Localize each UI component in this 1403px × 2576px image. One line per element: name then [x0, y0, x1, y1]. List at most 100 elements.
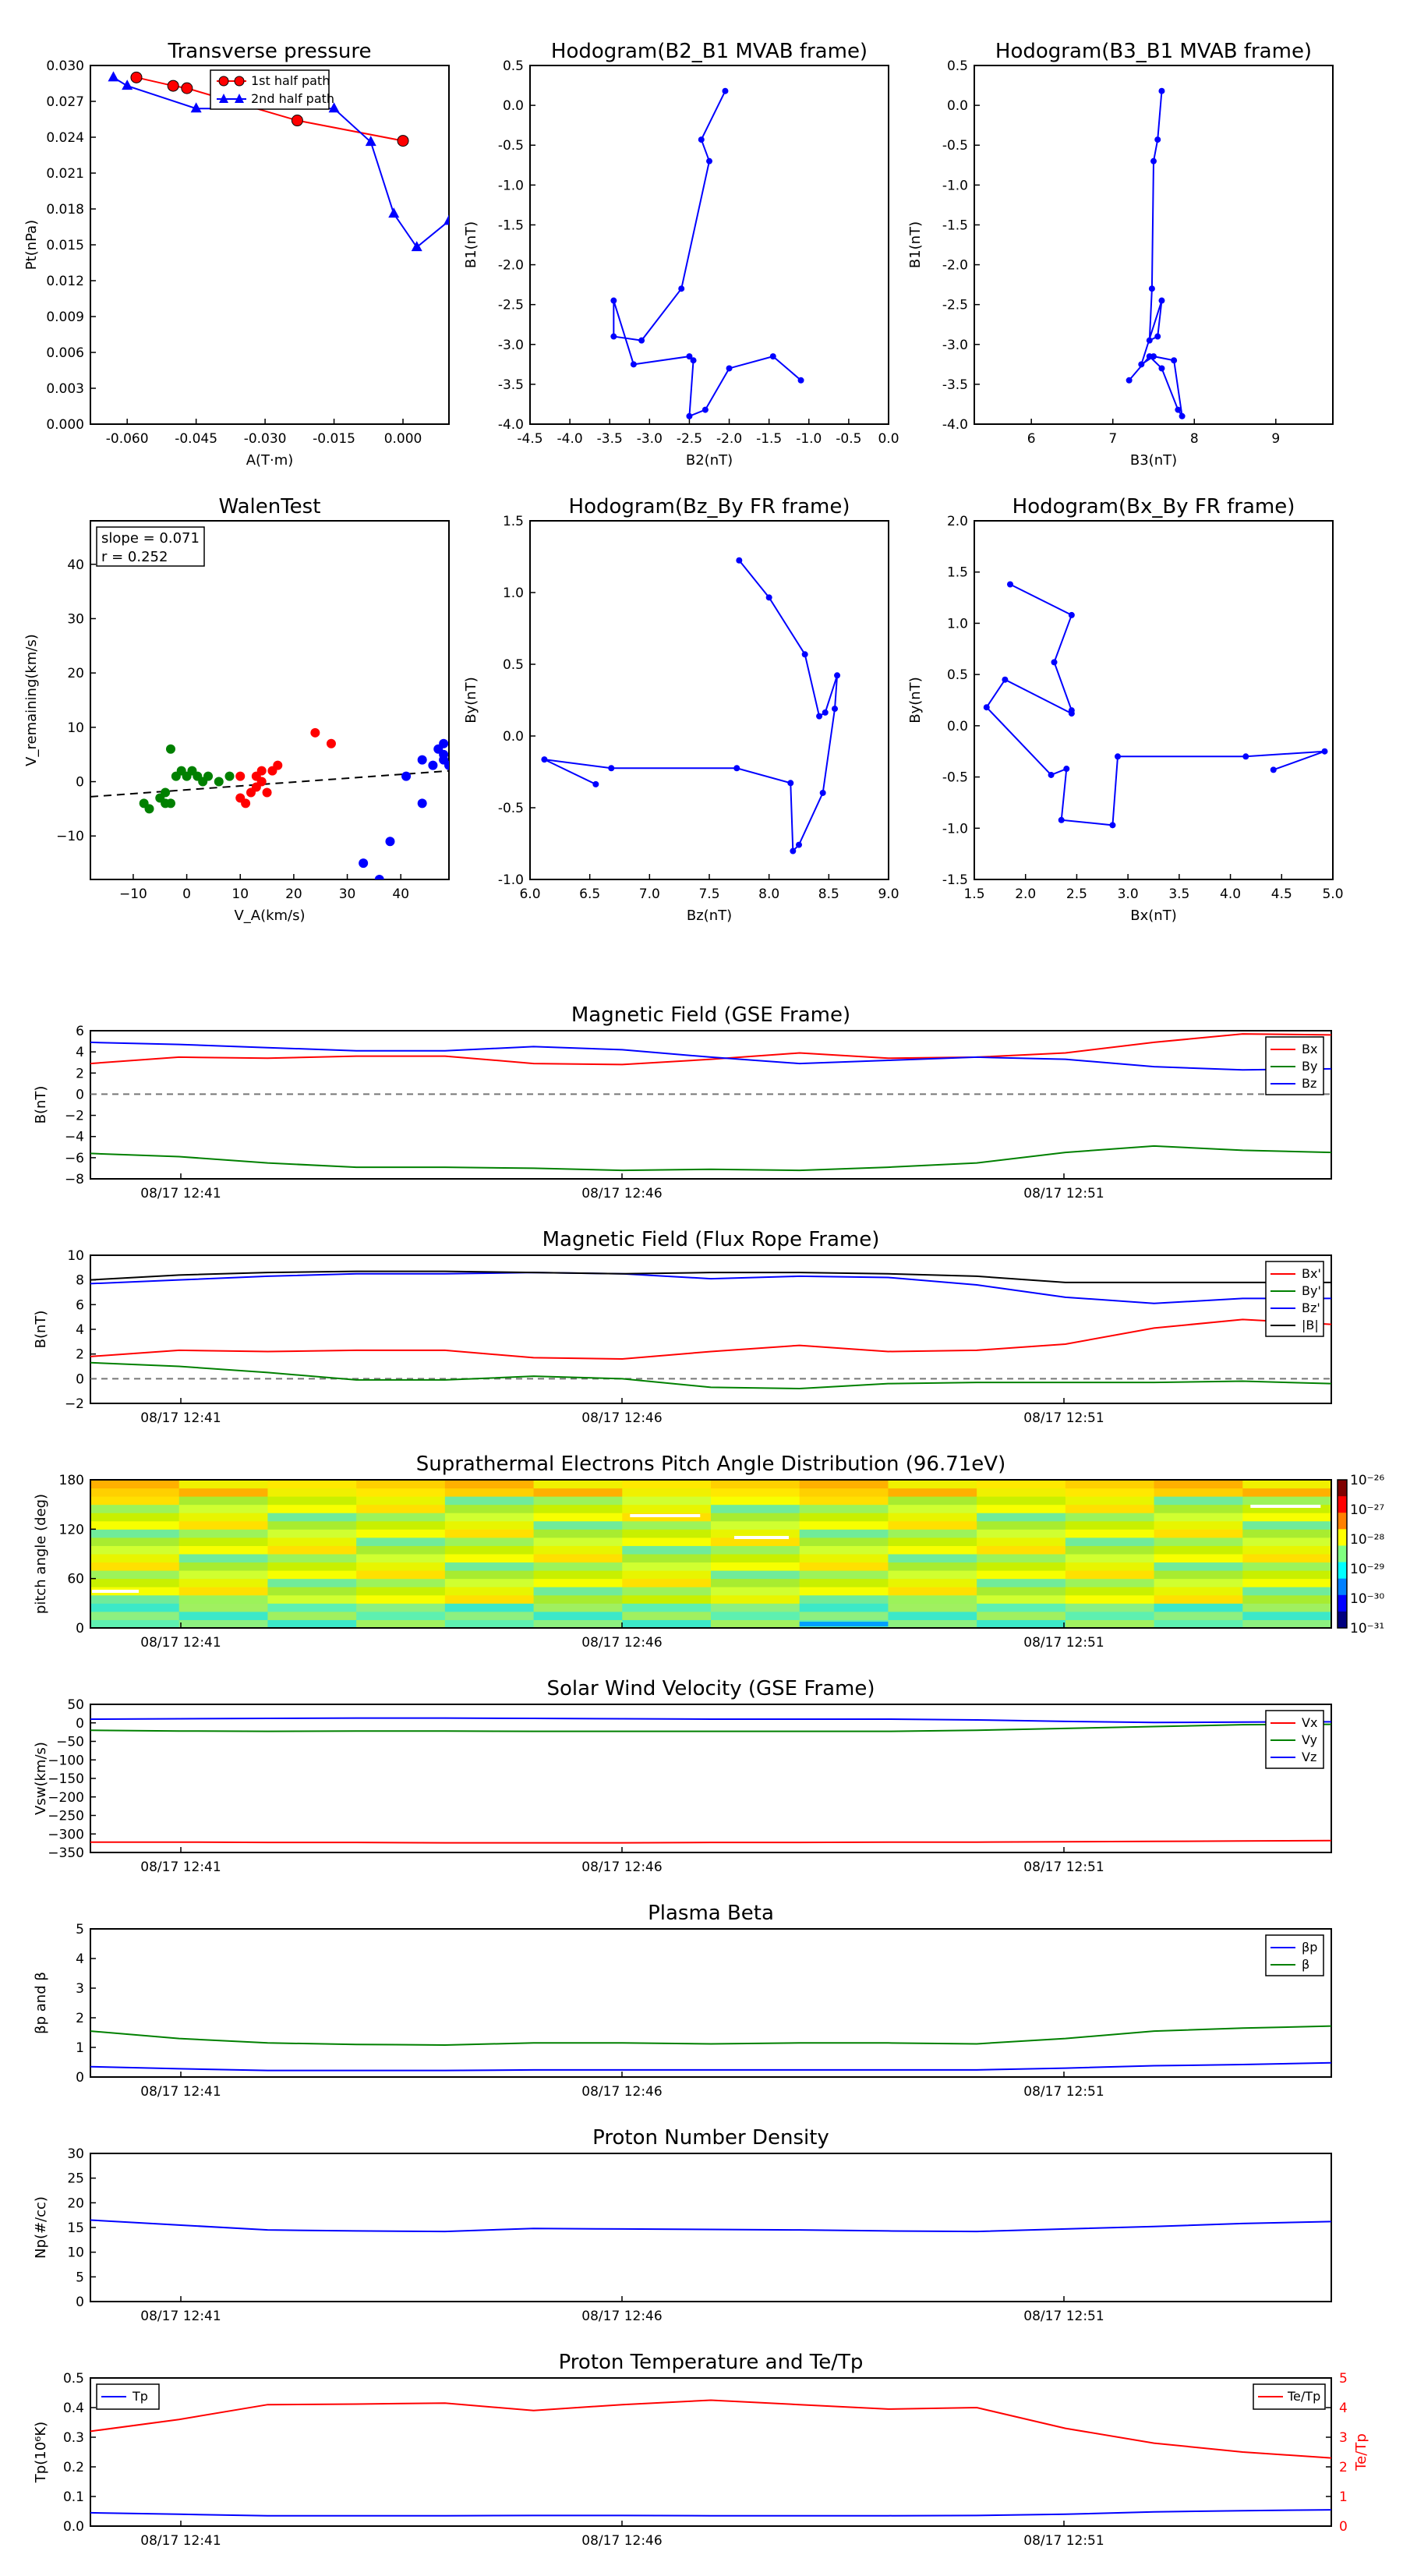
pad-cell — [711, 1537, 800, 1546]
walen-xlabel: V_A(km/s) — [234, 908, 305, 924]
pad-cell — [90, 1554, 180, 1563]
walen-fit-line — [90, 770, 449, 798]
pad-cell — [444, 1496, 535, 1506]
pad-cell — [444, 1537, 535, 1546]
h4-ylabel: By(nT) — [907, 677, 924, 723]
pad-cell — [178, 1488, 268, 1497]
pad-cell — [622, 1570, 712, 1580]
pad-cell — [711, 1578, 800, 1587]
pad-cell — [444, 1619, 535, 1629]
walen-point-red — [273, 760, 283, 770]
pad-cell — [622, 1488, 712, 1497]
tp-y2-tick-label: 4 — [1339, 2401, 1348, 2416]
pad-cell — [1065, 1587, 1155, 1596]
h4-y-tick-label: 1.5 — [947, 565, 968, 581]
pad-cell — [178, 1513, 268, 1522]
tp-title: Proton Temperature and Te/Tp — [559, 2351, 864, 2374]
bgse-axes — [90, 1030, 1332, 1180]
pad-cell — [977, 1496, 1066, 1506]
pad-axes — [90, 1479, 1332, 1629]
pad-cell — [977, 1488, 1066, 1497]
pad-cell — [444, 1480, 535, 1489]
pad-x-tick-label: 08/17 12:46 — [581, 1635, 662, 1651]
walen-x-tick-label: 40 — [392, 886, 409, 902]
walen-y-tick-label: 20 — [67, 666, 84, 681]
pad-cell — [444, 1488, 535, 1497]
pad-cell — [90, 1619, 180, 1629]
pad-cell — [267, 1504, 357, 1513]
h1-point — [698, 136, 705, 143]
pad-cell — [178, 1496, 268, 1506]
h1-point — [678, 285, 685, 292]
pad-cell — [799, 1611, 889, 1620]
pad-cell — [622, 1603, 712, 1612]
tp-y-tick-label: 0.2 — [63, 2460, 84, 2475]
pad-cell — [267, 1513, 357, 1522]
pad-cell — [1154, 1513, 1243, 1522]
h4-point — [1321, 748, 1328, 755]
bgse-title: Magnetic Field (GSE Frame) — [571, 1003, 850, 1027]
vsw-y-tick-label: 50 — [67, 1697, 84, 1713]
h2-y-tick-label: -4.0 — [942, 417, 968, 433]
h4-point — [1109, 822, 1116, 829]
pad-cell — [711, 1504, 800, 1513]
h4-point — [1068, 710, 1075, 717]
pad-cell — [1154, 1545, 1243, 1555]
vsw-panel: Solar Wind Velocity (GSE Frame) −350 −300 −… — [33, 1677, 1332, 1875]
pad-cell — [1154, 1480, 1243, 1489]
h1-y-tick-label: -4.0 — [498, 417, 524, 433]
first-half-point — [181, 82, 193, 94]
vsw-y-tick-label: 0 — [76, 1716, 84, 1732]
h2-axes — [974, 65, 1334, 425]
pad-cell — [356, 1529, 446, 1538]
beta-panel: Plasma Beta 0 1 2 3 4 5 08/17 12:41 08/17 12:46 0… — [33, 1902, 1332, 2100]
pad-cell — [622, 1587, 712, 1596]
plot-area — [108, 71, 449, 252]
h2-panel: Hodogram(B3_B1 MVAB frame) -4.0 -3.5 -3.0 -2… — [907, 40, 1334, 469]
np-x-tick-label: 08/17 12:51 — [1023, 2309, 1104, 2324]
walen-point-green — [203, 771, 214, 781]
h3-xlabel: Bz(nT) — [687, 908, 732, 924]
bfr-line — [90, 1361, 1332, 1390]
pad-cell — [888, 1554, 977, 1563]
pad-cell — [622, 1562, 712, 1571]
pad-cell — [267, 1603, 357, 1612]
legend-marker-red — [234, 76, 245, 87]
walen-x-tick-label: 0 — [182, 886, 191, 902]
pad-cell — [267, 1570, 357, 1580]
pad-cell — [711, 1587, 800, 1596]
pad-cell — [888, 1529, 977, 1538]
pad-cell — [888, 1603, 977, 1612]
walen-y-tick-label: 0 — [76, 775, 84, 791]
h3-path — [543, 560, 839, 853]
pad-colorbar: 10⁻²⁶ 10⁻²⁷ 10⁻²⁸ 10⁻²⁹ 10⁻³⁰ 10⁻³¹ — [1337, 1473, 1384, 1637]
walen-x-tick-label: 30 — [339, 886, 356, 902]
pad-cell — [799, 1578, 889, 1587]
np-x-tick-label: 08/17 12:46 — [581, 2309, 662, 2324]
pad-cell — [1065, 1520, 1155, 1530]
pt-axes — [90, 65, 450, 425]
h3-y-tick-label: 0.0 — [503, 729, 524, 745]
legend-label: βp — [1302, 1940, 1317, 1955]
pad-cell — [711, 1480, 800, 1489]
beta-x-tick-label: 08/17 12:46 — [581, 2084, 662, 2100]
pad-cell — [1154, 1562, 1243, 1571]
walen-point-blue — [439, 749, 449, 759]
h1-y-tick-label: -2.0 — [498, 258, 524, 274]
h2-point — [1175, 406, 1182, 413]
pad-y-tick-label: 120 — [59, 1522, 84, 1537]
colorbar-segment — [1338, 1529, 1347, 1546]
h3-title: Hodogram(Bz_By FR frame) — [569, 495, 850, 518]
bgse-y-tick-label: 0 — [76, 1087, 84, 1102]
pad-cell — [178, 1619, 268, 1629]
pad-cell — [1065, 1562, 1155, 1571]
pad-y-tick-label: 60 — [67, 1572, 84, 1587]
tp-y2-tick-label: 5 — [1339, 2371, 1348, 2387]
pad-cell — [444, 1594, 535, 1604]
h1-point — [722, 87, 729, 94]
pad-cell — [711, 1513, 800, 1522]
walen-point-blue — [417, 755, 427, 765]
pad-cell — [1154, 1529, 1243, 1538]
pad-cell — [888, 1619, 977, 1629]
beta-y-tick-label: 1 — [76, 2040, 84, 2056]
